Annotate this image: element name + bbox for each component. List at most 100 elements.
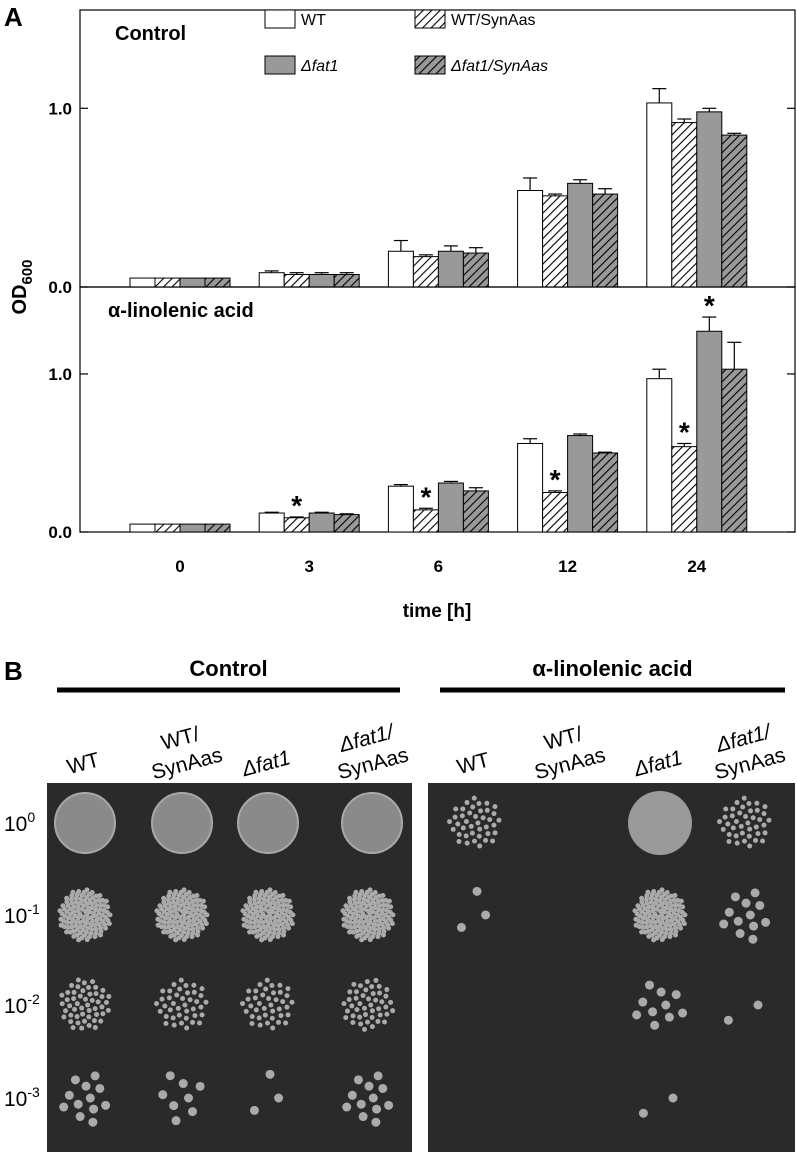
colony — [63, 1008, 69, 1014]
colony — [659, 937, 665, 943]
colony — [199, 1012, 205, 1018]
colony — [272, 905, 278, 911]
colony — [186, 927, 192, 933]
colony — [359, 937, 365, 943]
colony — [651, 889, 657, 895]
colony — [247, 895, 253, 901]
colony — [58, 922, 64, 928]
colony — [260, 992, 266, 998]
colony — [484, 800, 490, 806]
column-label: Δfat1 — [239, 746, 293, 781]
colony — [185, 922, 191, 928]
colony — [155, 922, 161, 928]
colony — [372, 914, 378, 920]
colony-spot — [54, 792, 116, 854]
colony — [678, 925, 684, 931]
colony — [272, 927, 278, 933]
colony — [678, 1008, 688, 1018]
colony — [81, 1081, 91, 1091]
colony — [755, 900, 765, 910]
colony — [368, 916, 374, 922]
colony — [167, 1007, 173, 1013]
colony — [725, 821, 731, 827]
colony — [268, 905, 274, 911]
colony — [256, 1001, 262, 1007]
colony — [368, 905, 374, 911]
colony — [243, 903, 249, 909]
colony — [94, 903, 100, 909]
group-title: α-linolenic acid — [532, 656, 692, 681]
colony — [471, 838, 477, 844]
colony — [351, 920, 357, 926]
bar — [567, 435, 594, 533]
colony — [354, 1007, 360, 1013]
colony — [159, 996, 165, 1002]
colony — [483, 824, 489, 830]
colony — [468, 823, 474, 829]
colony — [447, 819, 453, 825]
colony — [648, 923, 654, 929]
row-label-exp: -3 — [27, 1084, 40, 1100]
colony — [645, 889, 651, 895]
colony — [254, 904, 260, 910]
colony — [92, 1006, 98, 1012]
colony — [168, 904, 174, 910]
colony — [726, 839, 732, 845]
colony — [68, 896, 74, 902]
colony — [370, 909, 376, 915]
colony — [741, 795, 747, 801]
row-label-base: 10 — [4, 905, 27, 928]
colony — [81, 980, 87, 986]
colony — [75, 1112, 85, 1122]
colony — [275, 934, 281, 940]
colony — [171, 1022, 177, 1028]
colony — [194, 999, 200, 1005]
colony — [671, 897, 677, 903]
colony — [754, 807, 760, 813]
colony — [344, 1008, 350, 1014]
colony — [748, 808, 754, 814]
colony — [463, 819, 469, 825]
colony — [90, 979, 96, 985]
colony — [154, 1001, 160, 1007]
colony — [762, 830, 768, 836]
colony — [730, 825, 736, 831]
colony — [99, 1004, 105, 1010]
y-axis-label: OD600 — [9, 259, 36, 314]
colony-spot — [237, 792, 299, 854]
colony — [635, 903, 641, 909]
colony — [668, 926, 674, 932]
colony — [347, 899, 353, 905]
colony — [467, 810, 473, 816]
colony — [186, 914, 192, 920]
colony — [269, 982, 275, 988]
x-axis-label: time [h] — [403, 601, 472, 622]
colony — [73, 899, 79, 905]
colony — [748, 934, 758, 944]
colony — [470, 804, 476, 810]
colony — [729, 813, 735, 819]
colony — [343, 1015, 349, 1021]
colony — [370, 991, 376, 997]
colony — [386, 898, 392, 904]
colony — [68, 1019, 74, 1025]
colony — [386, 925, 392, 931]
colony — [364, 1081, 374, 1091]
colony — [103, 925, 109, 931]
colony — [169, 1101, 179, 1111]
colony — [260, 900, 266, 906]
colony — [160, 988, 166, 994]
colony — [390, 912, 396, 918]
colony — [173, 889, 179, 895]
colony — [86, 1023, 92, 1029]
colony — [347, 929, 353, 935]
colony — [358, 1021, 364, 1027]
colony — [750, 815, 756, 821]
colony — [381, 928, 387, 934]
colony — [632, 908, 638, 914]
bar — [517, 189, 544, 288]
colony — [737, 810, 743, 816]
colony — [74, 1001, 80, 1007]
colony — [75, 904, 81, 910]
